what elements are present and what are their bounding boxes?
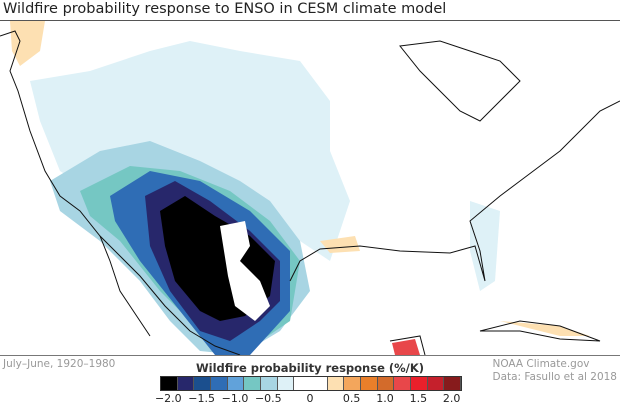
divider — [0, 355, 620, 356]
colorbar-swatch — [210, 377, 228, 390]
colorbar-swatch — [344, 377, 361, 390]
colorbar-swatch — [294, 377, 328, 390]
colorbar-swatch — [277, 377, 295, 390]
colorbar-swatch — [244, 377, 261, 390]
colorbar-swatch — [194, 377, 211, 390]
credit-source: NOAA Climate.gov — [492, 358, 590, 370]
colorbar-swatch — [177, 377, 195, 390]
colorbar-swatch — [444, 377, 461, 390]
colorbar-swatch — [327, 377, 345, 390]
colorbar-swatch — [394, 377, 411, 390]
se-negative — [470, 201, 500, 291]
colorbar-swatch — [227, 377, 245, 390]
wildfire-response-map — [0, 21, 620, 355]
colorbar-tick-label: 1.0 — [376, 392, 394, 405]
colorbar-tick-label: 2.0 — [442, 392, 461, 405]
response-shading — [10, 21, 590, 355]
colorbar-tick-label: 1.5 — [409, 392, 428, 405]
colorbar-tick-label: −1.0 — [221, 392, 249, 405]
colorbar-tick-label: −1.5 — [188, 392, 216, 405]
white-gap — [220, 221, 270, 321]
cuba-positive — [500, 321, 590, 336]
colorbar-swatch — [161, 377, 178, 390]
light-positive-area — [10, 21, 45, 66]
credit: NOAA Climate.gov Data: Fasullo et al 201… — [492, 358, 617, 384]
coastlines — [0, 30, 620, 355]
divider — [0, 20, 620, 21]
colorbar-swatch — [360, 377, 378, 390]
colorbar — [160, 376, 462, 391]
colorbar-swatch — [410, 377, 428, 390]
credit-data: Data: Fasullo et al 2018 — [492, 371, 617, 383]
colorbar-tick-label: −2.0 — [154, 392, 182, 405]
yucatan-positive — [392, 339, 420, 355]
colorbar-tick-label: 0.5 — [342, 392, 361, 405]
colorbar-ticks: −2.0 −1.5 −1.0 −0.5 0 0.5 1.0 1.5 2.0 — [155, 392, 470, 406]
figure-title: Wildfire probability response to ENSO in… — [3, 1, 447, 17]
colorbar-swatch — [260, 377, 278, 390]
colorbar-swatch — [427, 377, 445, 390]
colorbar-title: Wildfire probability response (%/K) — [195, 361, 425, 375]
time-period-label: July–June, 1920–1980 — [3, 358, 116, 370]
colorbar-swatch — [377, 377, 395, 390]
colorbar-tick-label: −0.5 — [254, 392, 282, 405]
colorbar-tick-label: 0 — [306, 392, 314, 405]
